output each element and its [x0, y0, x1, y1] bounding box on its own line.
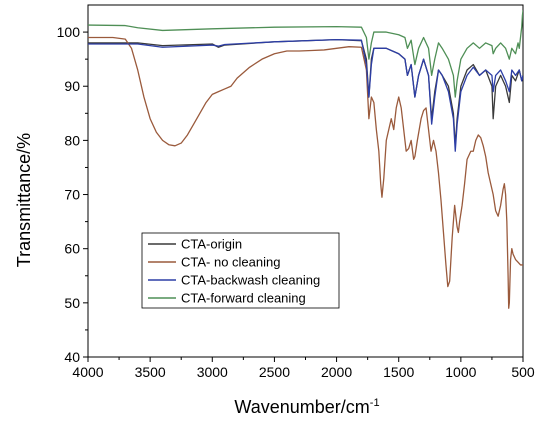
x-tick-label: 500 [511, 364, 535, 380]
y-tick-label: 40 [64, 349, 80, 365]
ticks: 4000 3500 3000 2500 2000 1500 1000 500 40 50 60 70 8… [57, 24, 535, 380]
x-tick-label: 1000 [445, 364, 476, 380]
series-line-2 [88, 39, 523, 152]
legend: CTA-origin CTA- no cleaning CTA-backwash c… [141, 232, 340, 309]
x-tick-label: 3500 [135, 364, 166, 380]
legend-label: CTA- no cleaning [181, 255, 280, 270]
x-tick-label: 3000 [197, 364, 228, 380]
y-tick-label: 80 [64, 132, 80, 148]
x-tick-label: 2500 [259, 364, 290, 380]
x-axis-title: Wavenumber/cm-1 [234, 397, 379, 417]
legend-label: CTA-origin [181, 237, 242, 252]
legend-label: CTA-forward cleaning [181, 291, 306, 306]
x-tick-label: 4000 [72, 364, 103, 380]
series-line-0 [88, 39, 523, 147]
y-tick-label: 50 [64, 295, 80, 311]
y-tick-label: 60 [64, 241, 80, 257]
plot-series [88, 10, 523, 309]
x-tick-label: 2000 [321, 364, 352, 380]
series-line-3 [88, 10, 523, 98]
series-line-1 [88, 36, 523, 309]
x-axis-title-superscript: -1 [370, 397, 380, 409]
y-axis-title: Transmittance/% [14, 133, 34, 267]
legend-box [141, 232, 340, 309]
y-tick-label: 90 [64, 78, 80, 94]
y-tick-label: 100 [57, 24, 81, 40]
y-tick-label: 70 [64, 187, 80, 203]
legend-label: CTA-backwash cleaning [181, 273, 320, 288]
x-tick-label: 1500 [383, 364, 414, 380]
